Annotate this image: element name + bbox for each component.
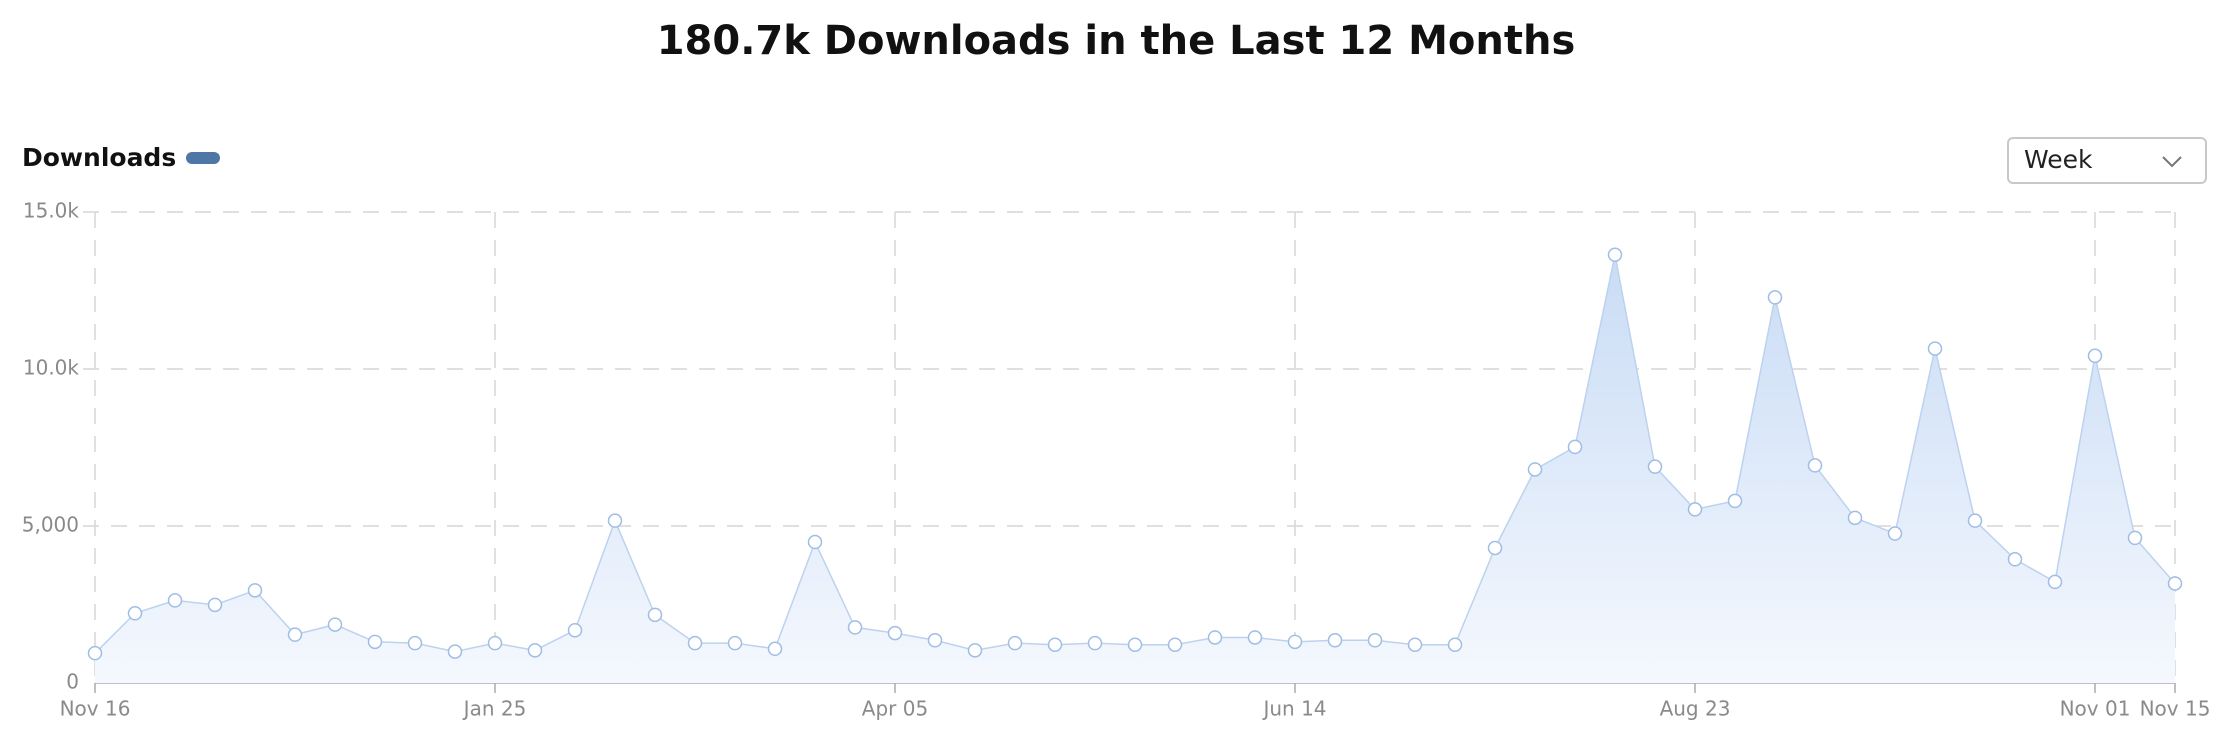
data-point bbox=[1327, 633, 1343, 648]
data-point bbox=[1527, 462, 1543, 477]
data-point bbox=[87, 645, 103, 661]
data-point bbox=[887, 625, 903, 641]
data-point bbox=[2127, 530, 2143, 546]
data-point bbox=[327, 617, 343, 632]
data-point bbox=[847, 620, 863, 635]
dropdown-value[interactable]: Week bbox=[2024, 145, 2093, 174]
y-tick-label: 10.0k bbox=[23, 356, 80, 380]
legend-swatch bbox=[186, 152, 220, 164]
data-point bbox=[2007, 552, 2023, 567]
x-tick-label: Jan 25 bbox=[462, 697, 527, 721]
x-tick-label: Jun 14 bbox=[1261, 697, 1326, 721]
data-point bbox=[1567, 439, 1583, 455]
data-point bbox=[1487, 540, 1503, 556]
data-point bbox=[767, 641, 783, 657]
data-point bbox=[967, 643, 983, 658]
data-point bbox=[807, 534, 823, 550]
data-point bbox=[607, 513, 623, 528]
y-tick-label: 0 bbox=[66, 670, 79, 694]
data-point bbox=[447, 644, 463, 659]
data-point bbox=[1807, 458, 1823, 473]
area bbox=[95, 254, 2175, 684]
x-tick-label: Aug 23 bbox=[1660, 697, 1731, 721]
data-point bbox=[527, 643, 543, 658]
data-point bbox=[1767, 290, 1783, 305]
data-point bbox=[1607, 247, 1623, 262]
data-point bbox=[567, 622, 583, 638]
data-point bbox=[287, 627, 303, 642]
data-point bbox=[1167, 637, 1183, 652]
x-tick-label: Nov 16 bbox=[60, 697, 131, 721]
data-point bbox=[2167, 576, 2183, 591]
data-point bbox=[207, 597, 223, 613]
data-point bbox=[1047, 637, 1063, 652]
dropdown[interactable]: Week bbox=[2007, 137, 2207, 184]
dropdown-arrow bbox=[2162, 156, 2182, 168]
data-point bbox=[1007, 635, 1023, 651]
data-point bbox=[647, 607, 663, 623]
data-point bbox=[1247, 630, 1263, 645]
data-point bbox=[367, 634, 383, 650]
data-point bbox=[927, 633, 943, 648]
data-point bbox=[127, 606, 143, 621]
data-point bbox=[1287, 634, 1303, 650]
data-point bbox=[1127, 637, 1143, 652]
chart-title: 180.7k Downloads in the Last 12 Months bbox=[657, 18, 1576, 64]
data-point bbox=[1647, 459, 1663, 474]
legend-label: Downloads bbox=[22, 143, 176, 172]
data-point bbox=[487, 635, 503, 651]
data-point bbox=[247, 583, 263, 598]
data-point bbox=[1087, 635, 1103, 651]
data-point bbox=[1967, 513, 1983, 528]
x-tick-label: Nov 01 bbox=[2060, 697, 2131, 721]
data-point bbox=[1727, 493, 1743, 509]
data-point bbox=[1207, 630, 1223, 645]
y-tick-label: 5,000 bbox=[22, 513, 79, 537]
data-point bbox=[1367, 633, 1383, 648]
data-point bbox=[1847, 510, 1863, 526]
data-point bbox=[2087, 348, 2103, 364]
dropdown-box[interactable] bbox=[2007, 137, 2207, 184]
data-point bbox=[727, 635, 743, 651]
data-point bbox=[2047, 574, 2063, 590]
data-point bbox=[1687, 502, 1703, 517]
data-point bbox=[1447, 637, 1463, 652]
data-point bbox=[687, 635, 703, 651]
x-tick-label: Nov 15 bbox=[2140, 697, 2211, 721]
data-point bbox=[167, 593, 183, 608]
y-tick-label: 15.0k bbox=[23, 199, 80, 223]
data-point bbox=[1887, 526, 1903, 541]
data-point bbox=[1407, 637, 1423, 652]
x-tick-label: Apr 05 bbox=[862, 697, 928, 721]
data-point bbox=[1927, 341, 1943, 356]
data-point bbox=[407, 635, 423, 651]
